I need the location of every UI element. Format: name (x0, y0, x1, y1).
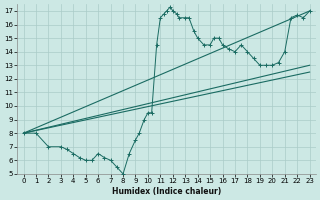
X-axis label: Humidex (Indice chaleur): Humidex (Indice chaleur) (112, 187, 221, 196)
